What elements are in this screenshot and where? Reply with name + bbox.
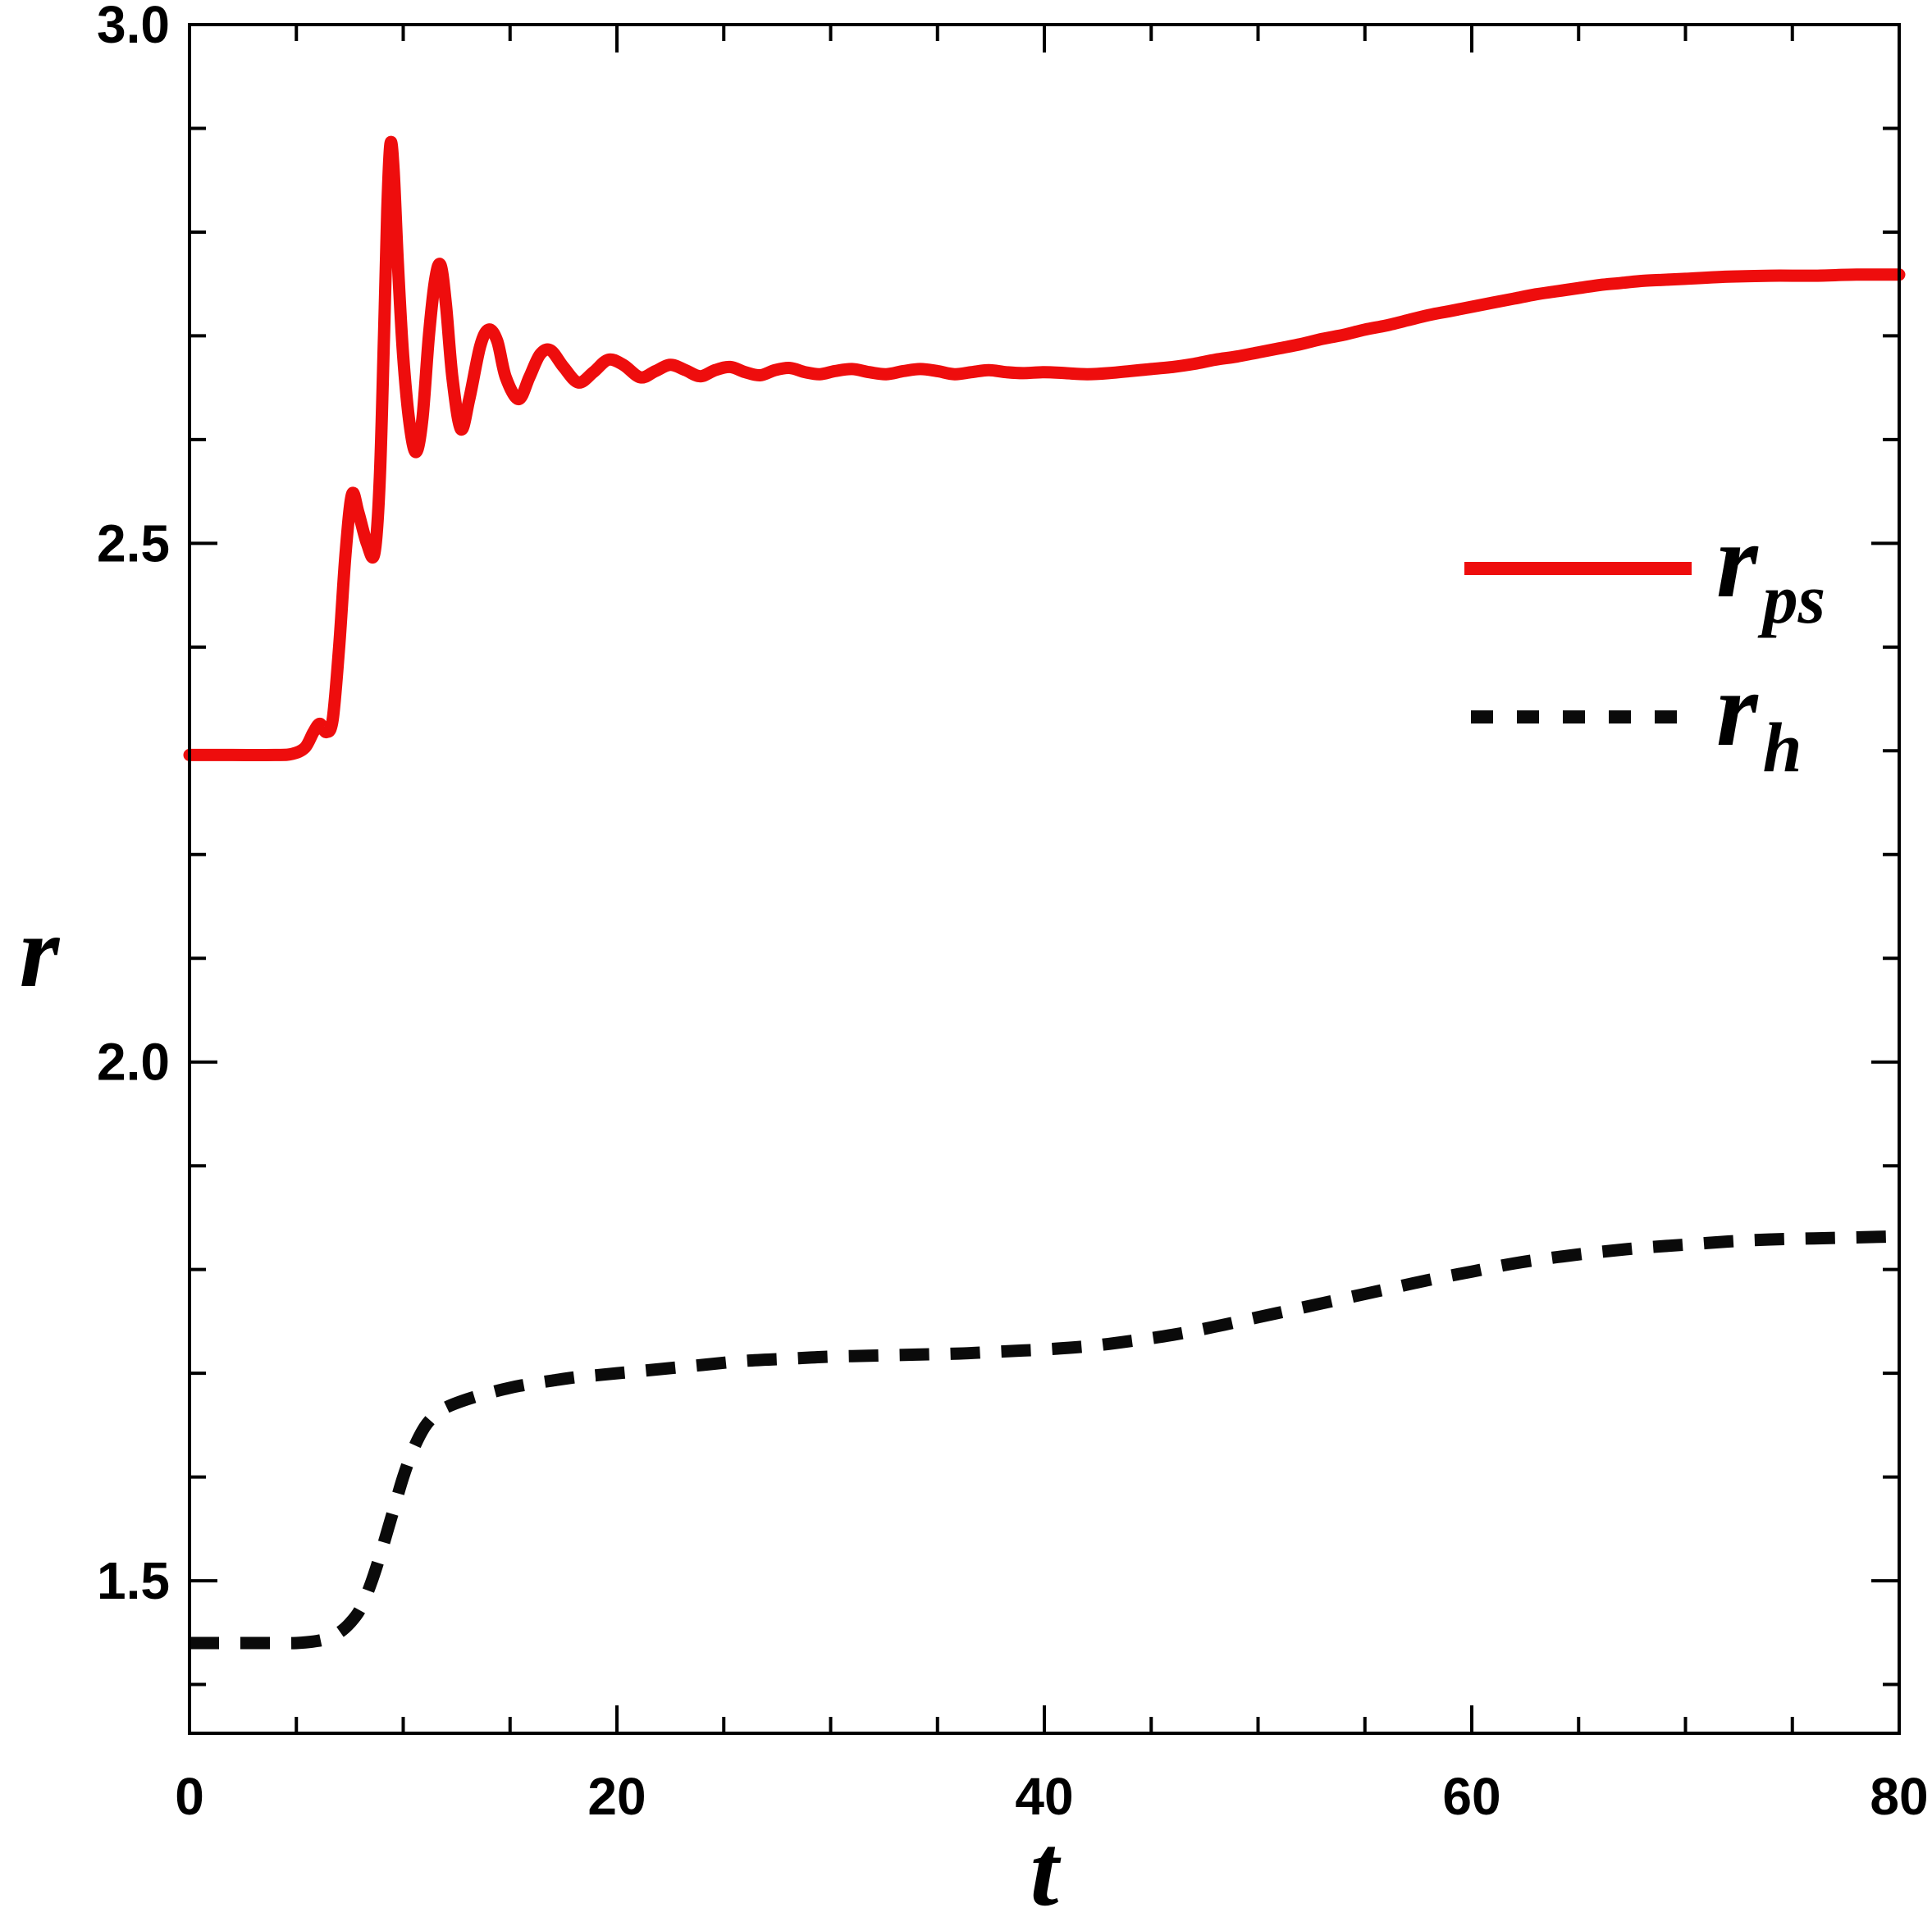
- x-axis-title: t: [1030, 1814, 1062, 1917]
- axis-tick-labels: 0 20 40 60 80 1.5 2.0 2.5 3.0: [97, 0, 1929, 1826]
- x-tick-label: 80: [1870, 1767, 1928, 1826]
- y-tick-label: 3.0: [97, 0, 170, 54]
- y-tick-label: 2.5: [97, 513, 170, 573]
- x-tick-label: 60: [1442, 1767, 1500, 1826]
- curves: [183, 135, 1906, 1650]
- legend-label-rh: rh: [1716, 650, 1802, 787]
- x-tick-label: 20: [587, 1767, 646, 1826]
- legend-label-rps: rps: [1716, 502, 1825, 638]
- rh-curve: [190, 1230, 1900, 1650]
- axis-ticks: [188, 23, 1901, 1733]
- y-axis-title: r: [20, 896, 61, 1009]
- y-tick-label: 1.5: [97, 1551, 170, 1610]
- x-tick-label: 0: [175, 1767, 204, 1826]
- x-tick-label: 40: [1015, 1767, 1073, 1826]
- y-tick-label: 2.0: [97, 1033, 170, 1092]
- plot-frame: [188, 23, 1901, 1735]
- rps-curve: [183, 135, 1906, 761]
- legend: rps rh: [1464, 502, 1825, 787]
